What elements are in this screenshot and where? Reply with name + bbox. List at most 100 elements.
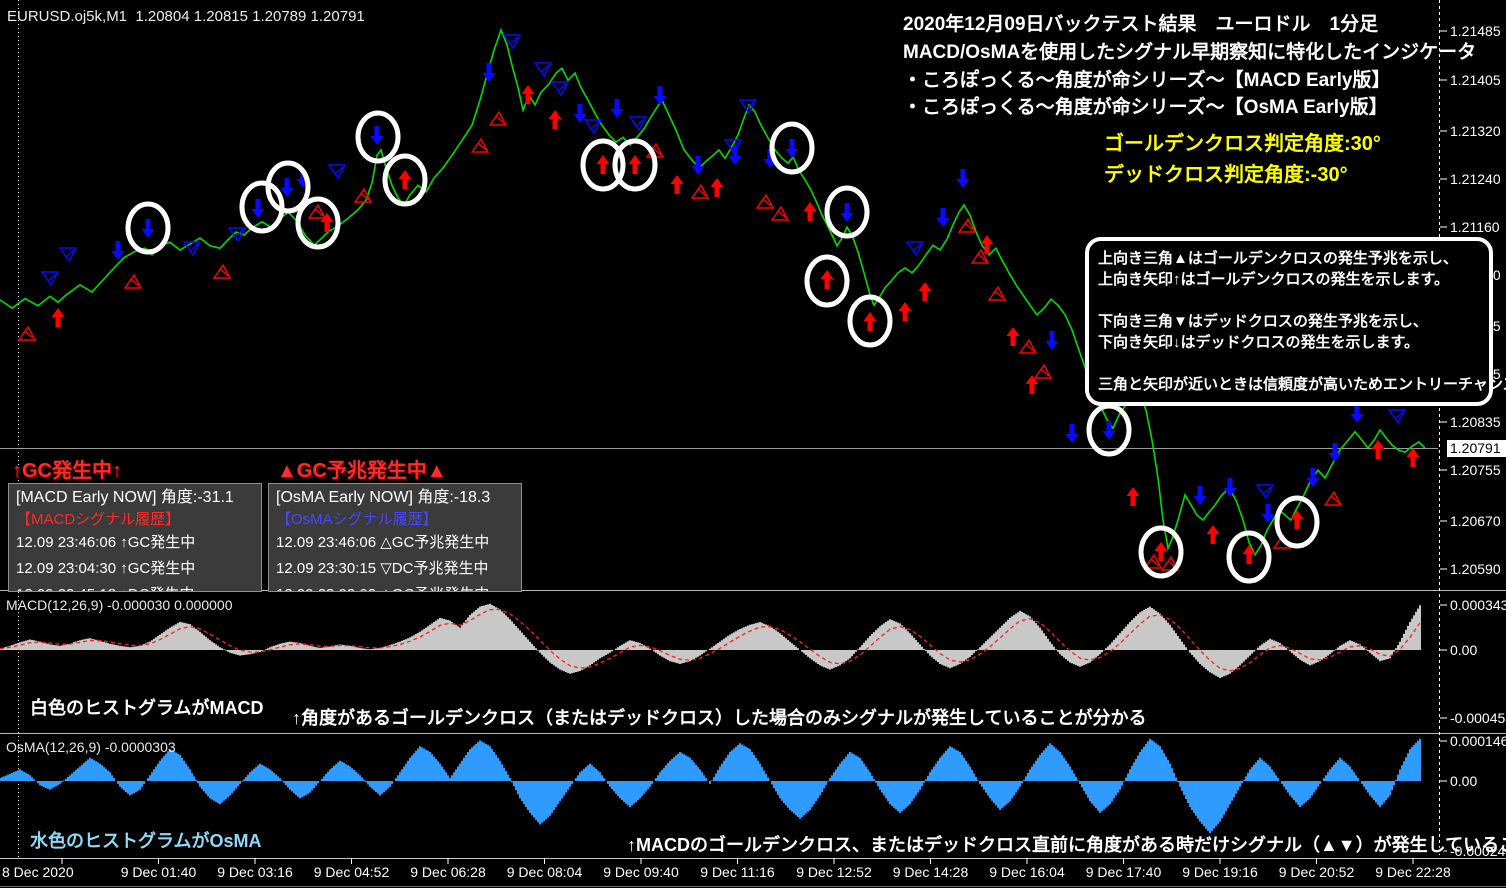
dc-down-arrow-icon [1223, 478, 1237, 497]
macd-histogram-note: 白色のヒストグラムがMACD [30, 698, 264, 718]
legend-line: 下向き矢印↓はデッドクロスの発生を示します。 [1098, 334, 1420, 351]
gc-foreshadow-triangle-icon [123, 273, 143, 289]
dc-down-arrow-icon [691, 156, 705, 175]
dc-down-arrow-icon [936, 208, 950, 227]
backtest-header-line-4: ・ころぽっくる～角度が命シリーズ～【OsMA Early版】 [903, 97, 1388, 118]
gc-up-arrow-icon [863, 312, 877, 331]
macd-signal-line [0, 608, 1421, 672]
highlight-circle [1138, 525, 1184, 579]
dc-down-arrow-icon [280, 178, 294, 197]
time-axis-label: 9 Dec 14:28 [892, 864, 969, 880]
highlight-circle [824, 185, 870, 239]
dc-down-arrow-icon [1306, 468, 1320, 487]
gc-foreshadow-triangle-icon [470, 137, 490, 153]
dc-foreshadow-triangle-icon [1255, 484, 1275, 500]
legend-line: 三角と矢印が近いときは信頼度が高いためエントリーチャンス☆ [1098, 376, 1506, 393]
gc-up-arrow-icon [1006, 327, 1020, 346]
gc-up-arrow-icon [1126, 487, 1140, 506]
highlight-circle [1226, 530, 1272, 584]
dc-down-arrow-icon [370, 126, 384, 145]
dc-down-arrow-icon [573, 104, 587, 123]
osma-histogram [0, 738, 1421, 834]
time-axis-label: 9 Dec 06:28 [410, 864, 486, 880]
macd-signal-box: [MACD Early NOW] 角度:-31.1 【MACDシグナル履歴】 1… [8, 483, 262, 592]
backtest-header-line-3: ・ころぽっくる～角度が命シリーズ～【MACD Early版】 [903, 70, 1391, 91]
indicator-axis-label: 0.00 [1450, 642, 1478, 658]
legend-line: 上向き三角▲はゴールデンクロスの発生予兆を示し、 [1098, 250, 1458, 267]
highlight-circle [295, 196, 341, 250]
gc-up-arrow-icon [1154, 542, 1168, 561]
dc-foreshadow-triangle-icon [182, 241, 202, 257]
dc-down-arrow-icon [251, 199, 265, 218]
gc-foreshadow-triangle-icon [970, 248, 990, 264]
osma-history-row: 12.09 23:30:15 ▽DC予兆発生中 [276, 560, 489, 577]
time-axis-label: 9 Dec 22:28 [1375, 864, 1451, 880]
legend-box: 上向き三角▲はゴールデンクロスの発生予兆を示し、 上向き矢印↑はゴールデンクロス… [1085, 237, 1506, 406]
gc-up-arrow-icon [820, 270, 834, 289]
time-axis-label: 9 Dec 16:04 [989, 864, 1065, 880]
gc-foreshadow-triangle-icon [690, 183, 710, 199]
highlight-circle [355, 110, 401, 164]
gc-foreshadow-triangle-icon [353, 187, 373, 203]
gc-foreshadow-triangle-icon [17, 325, 37, 341]
legend-line: 下向き三角▼はデッドクロスの発生予兆を示し、 [1098, 313, 1428, 330]
macd-histogram [0, 603, 1421, 678]
gc-up-arrow-icon [898, 302, 912, 321]
gc-up-arrow-icon [670, 175, 684, 194]
macd-indicator-label: MACD(12,26,9) -0.000030 0.000000 [6, 597, 233, 613]
gc-foreshadow-triangle-icon [1143, 553, 1163, 569]
dc-foreshadow-triangle-icon [58, 247, 78, 263]
macd-signal-explanation: ↑角度があるゴールデンクロス（またはデッドクロス）した場合のみシグナルが発生して… [292, 708, 1147, 728]
gc-angle-note: ゴールデンクロス判定角度:30° [1104, 133, 1381, 155]
dc-foreshadow-triangle-icon [628, 116, 648, 132]
osma-now-line: [OsMA Early NOW] 角度:-18.3 [276, 489, 491, 506]
osma-history-title: 【OsMAシグナル履歴】 [276, 511, 438, 528]
dc-down-arrow-icon [1102, 421, 1116, 440]
price-axis-label: 1.20835 [1450, 414, 1501, 430]
price-line [0, 27, 1426, 557]
dc-down-arrow-icon [1065, 424, 1079, 443]
dc-down-arrow-icon [653, 86, 667, 105]
dc-down-arrow-icon [728, 146, 742, 165]
highlight-circle [1274, 495, 1320, 549]
price-axis-label: 1.21160 [1450, 219, 1500, 235]
indicator-axis-label: -0.0002406 [1450, 843, 1506, 859]
macd-now-line: [MACD Early NOW] 角度:-31.1 [16, 489, 234, 506]
highlight-circle [612, 138, 658, 192]
gc-up-arrow-icon [1242, 545, 1256, 564]
dc-down-arrow-icon [1261, 504, 1275, 523]
legend-line [1098, 290, 1480, 311]
gc-up-arrow-icon [596, 155, 610, 174]
gc-up-arrow-icon [1371, 440, 1385, 459]
dc-foreshadow-triangle-icon [327, 164, 347, 180]
highlight-circle [382, 153, 428, 207]
gc-up-arrow-icon [1206, 525, 1220, 544]
gc-foreshadow-triangle-icon [770, 205, 790, 221]
osma-histogram-note: 水色のヒストグラムがOsMA [30, 831, 262, 851]
gc-up-arrow-icon [1290, 510, 1304, 529]
highlight-circle [769, 121, 815, 175]
dc-foreshadow-triangle-icon [738, 99, 758, 115]
macd-history-row: 12.09 22:45:18 ↓DC発生中 [16, 582, 254, 591]
dc-foreshadow-triangle-icon [533, 62, 553, 78]
time-axis-label: 9 Dec 08:04 [506, 864, 583, 880]
price-axis-label: 1.21320 [1450, 123, 1501, 139]
time-axis-label: 9 Dec 01:40 [120, 864, 197, 880]
price-axis-label: 1.21485 [1450, 23, 1501, 39]
dc-down-arrow-icon [1193, 486, 1207, 505]
price-axis-label: 1.20670 [1450, 513, 1501, 529]
time-axis-label: 9 Dec 11:16 [700, 864, 775, 880]
dc-down-arrow-icon [111, 241, 125, 260]
gc-foreshadow-triangle-icon [1323, 490, 1343, 506]
highlight-circle [804, 254, 850, 308]
osma-history-row: 12.09 23:02:02 △GC予兆発生中 [276, 582, 514, 591]
backtest-header-line-2: MACD/OsMAを使用したシグナル早期察知に特化したインジケータ [903, 42, 1477, 63]
time-axis-label: 9 Dec 03:16 [217, 864, 293, 880]
time-axis-label: 9 Dec 12:52 [796, 864, 872, 880]
highlight-circle [1086, 403, 1132, 457]
dc-down-arrow-icon [610, 99, 624, 118]
dc-foreshadow-triangle-icon [905, 241, 925, 257]
